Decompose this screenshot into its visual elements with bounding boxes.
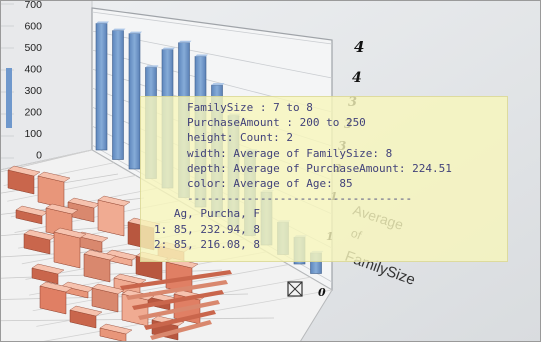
bar-top [162, 47, 175, 50]
heat-block-top [99, 323, 133, 335]
bar-top [178, 40, 192, 43]
bar-top [112, 28, 126, 31]
heat-stripe [126, 280, 228, 300]
floor-gridline [32, 264, 289, 312]
tooltip-line: depth: Average of PurchaseAmount: 224.51 [187, 161, 452, 175]
tooltip-line: 1: 85, 232.94, 8 [154, 222, 260, 236]
heat-block-top [7, 165, 41, 177]
tooltip-line: color: Average of Age: 85 [187, 177, 353, 190]
left-partial-bar [6, 68, 12, 128]
heat-stripe [150, 320, 212, 340]
tooltip-line: FamilySize : 7 to 8 [187, 101, 313, 114]
heat-block-top [83, 249, 117, 261]
heat-blocks [7, 165, 232, 342]
heat-block-top [39, 281, 73, 293]
tooltip-line: height: Count: 2 [187, 131, 293, 145]
tooltip-line: ---------------------------------- [187, 192, 413, 206]
tooltip-line: width: Average of FamilySize: 8 [187, 146, 393, 160]
depth-tick-label: 4 [352, 70, 362, 86]
heat-stripe [138, 300, 220, 320]
bar-top [211, 83, 225, 86]
heat-block-top [37, 171, 71, 183]
bar[interactable] [128, 33, 141, 170]
depth-tick-label: 0 [318, 286, 326, 299]
y-tick-label: 100 [24, 128, 42, 140]
y-tick-label: 300 [24, 85, 42, 97]
y-axis-ticks: 700 600 500 400 300 200 100 0 [24, 0, 42, 162]
heat-stripe [144, 310, 216, 330]
heat-block-top [113, 273, 147, 285]
pin-icon[interactable] [287, 281, 303, 297]
bar[interactable] [112, 30, 124, 160]
tooltip-line: PurchaseAmount : 200 to 250 [187, 116, 366, 130]
heat-block-top [53, 227, 87, 239]
heat-stripe [132, 290, 224, 310]
bar-top [195, 54, 208, 57]
bar-top [145, 65, 159, 68]
y-tick-label: 400 [24, 64, 42, 76]
left-wall [0, 0, 93, 171]
heat-block [97, 199, 125, 237]
y-tick-label: 600 [24, 21, 42, 33]
heat-block [53, 231, 81, 269]
wall-gridline [91, 11, 333, 45]
heat-block-top [45, 203, 79, 215]
y-tick-label: 200 [24, 107, 42, 119]
heat-block-top [91, 283, 125, 295]
heat-block-top [69, 305, 103, 317]
y-tick-label: 700 [24, 0, 42, 11]
tooltip-line: Ag, Purcha, F [154, 207, 260, 221]
y-tick-label: 0 [36, 150, 42, 162]
bar-top [96, 21, 109, 24]
y-tick-label: 500 [24, 42, 42, 54]
floor-gridline [7, 175, 136, 202]
bar-top [129, 31, 142, 34]
data-tooltip: FamilySize : 7 to 8 PurchaseAmount : 200 … [140, 96, 508, 262]
heat-block-top [97, 195, 131, 207]
heat-stripe [120, 270, 232, 290]
bar[interactable] [95, 23, 108, 151]
heat-block-top [31, 263, 65, 275]
tooltip-line: 2: 85, 216.08, 8 [154, 237, 260, 251]
depth-tick-label: 4 [354, 38, 364, 56]
